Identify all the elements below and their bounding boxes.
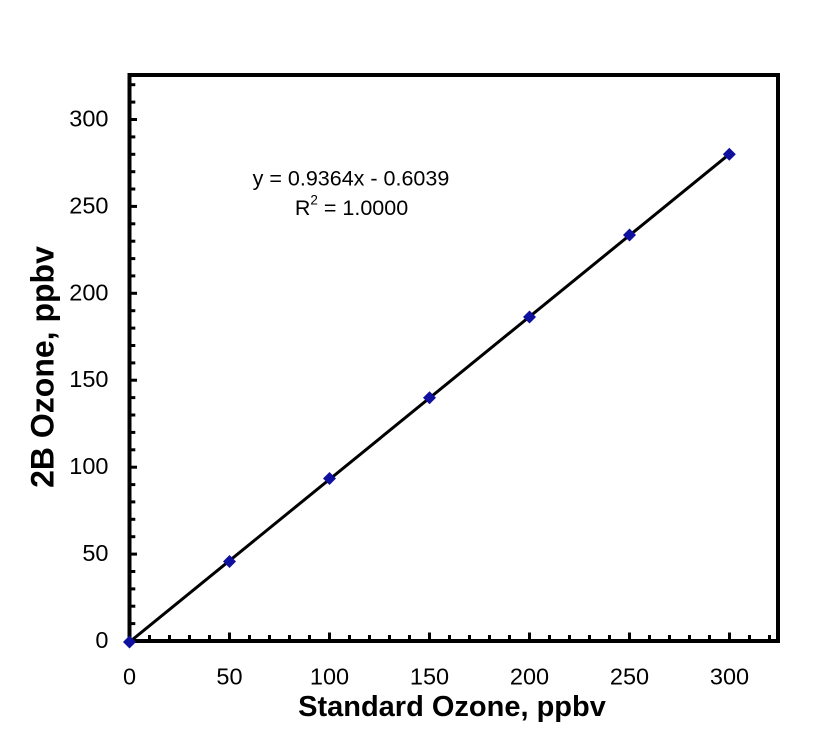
svg-text:300: 300 <box>69 106 108 132</box>
svg-text:100: 100 <box>69 453 108 479</box>
svg-text:300: 300 <box>710 664 749 690</box>
svg-text:Standard Ozone, ppbv: Standard Ozone, ppbv <box>298 691 606 723</box>
svg-text:y = 0.9364x - 0.6039: y = 0.9364x - 0.6039 <box>253 166 450 190</box>
svg-text:2B Ozone, ppbv: 2B Ozone, ppbv <box>25 246 61 488</box>
svg-text:150: 150 <box>410 664 449 690</box>
svg-text:0: 0 <box>95 627 108 653</box>
svg-text:150: 150 <box>69 366 108 392</box>
svg-text:250: 250 <box>610 664 649 690</box>
svg-text:250: 250 <box>69 192 108 218</box>
svg-text:200: 200 <box>510 664 549 690</box>
svg-text:50: 50 <box>82 540 108 566</box>
svg-text:200: 200 <box>69 279 108 305</box>
svg-text:50: 50 <box>216 664 242 690</box>
svg-text:100: 100 <box>310 664 349 690</box>
svg-text:0: 0 <box>123 664 136 690</box>
